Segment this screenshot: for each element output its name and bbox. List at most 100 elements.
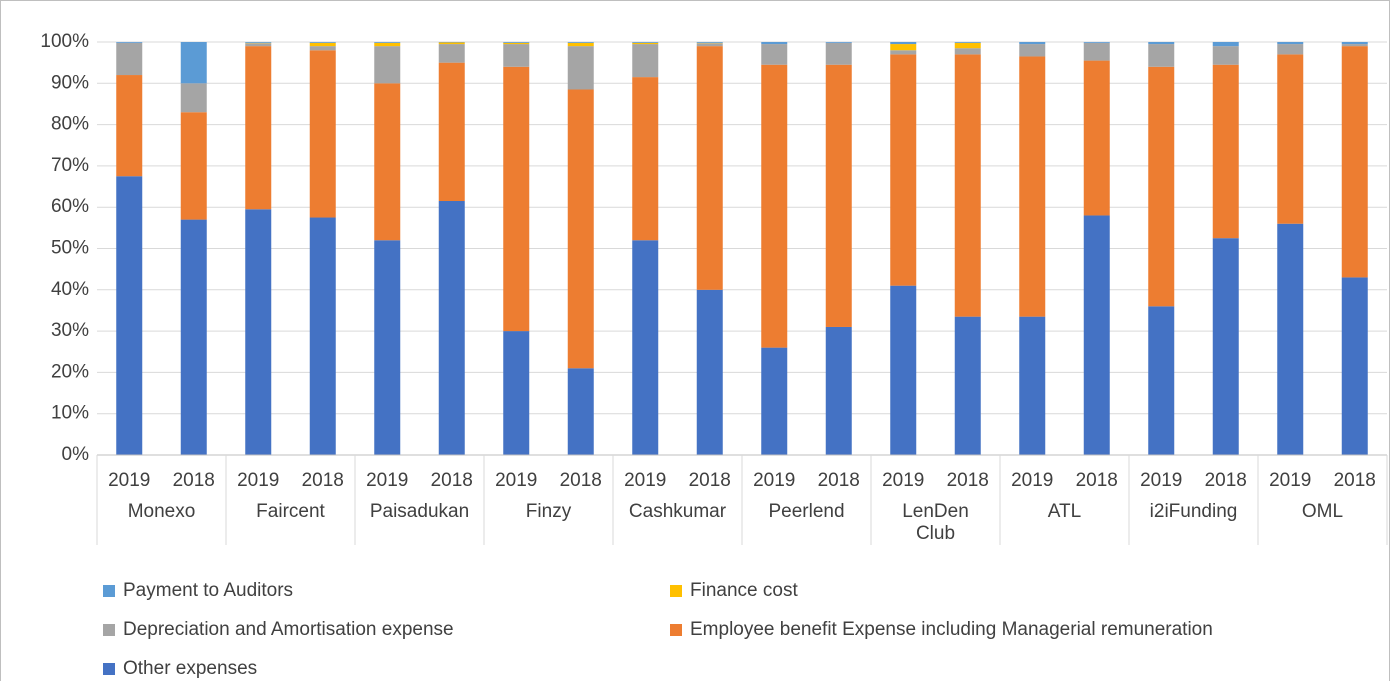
bar-segment bbox=[1341, 277, 1368, 455]
bar-segment bbox=[890, 285, 917, 455]
x-tick-label: 2018 bbox=[818, 470, 860, 491]
bar-segment bbox=[890, 42, 917, 45]
legend-label: Employee benefit Expense including Manag… bbox=[690, 619, 1213, 640]
bar-segment bbox=[761, 42, 788, 45]
y-tick-label: 50% bbox=[51, 238, 89, 259]
legend-label: Payment to Auditors bbox=[123, 580, 293, 601]
bar-segment bbox=[954, 42, 981, 49]
x-tick-label: 2018 bbox=[431, 470, 473, 491]
bar-segment bbox=[1019, 56, 1046, 317]
x-tick-label: 2018 bbox=[1205, 470, 1247, 491]
bar-segment bbox=[1341, 44, 1368, 47]
bar-segment bbox=[503, 42, 530, 45]
bar-segment bbox=[696, 46, 723, 290]
bar-segment bbox=[632, 77, 659, 241]
x-tick-label: 2019 bbox=[882, 470, 924, 491]
legend-swatch bbox=[103, 663, 115, 675]
bar-segment bbox=[374, 42, 401, 43]
bar-segment bbox=[696, 289, 723, 455]
bar-segment bbox=[1277, 42, 1304, 45]
bar-segment bbox=[180, 83, 207, 113]
bar-segment bbox=[245, 43, 272, 47]
bar-segment bbox=[890, 50, 917, 55]
bar-segment bbox=[825, 64, 852, 327]
bar-segment bbox=[180, 219, 207, 455]
bar-segment bbox=[567, 42, 594, 47]
bar-segment bbox=[632, 42, 659, 43]
group-label: Peerlend bbox=[768, 501, 844, 522]
group-label: Faircent bbox=[256, 501, 325, 522]
bar-segment bbox=[1212, 42, 1239, 47]
y-tick-label: 70% bbox=[51, 155, 89, 176]
bar-segment bbox=[825, 326, 852, 455]
bar-segment bbox=[567, 42, 594, 43]
bar-segment bbox=[567, 46, 594, 90]
y-tick-label: 40% bbox=[51, 279, 89, 300]
bar-segment bbox=[180, 112, 207, 220]
legend-label: Other expenses bbox=[123, 658, 257, 679]
bar-segment bbox=[438, 42, 465, 45]
bar-segment bbox=[309, 42, 336, 43]
y-tick-label: 0% bbox=[62, 444, 90, 465]
bar-segment bbox=[567, 89, 594, 369]
bar-segment bbox=[1277, 54, 1304, 224]
bar-segment bbox=[309, 46, 336, 51]
bar-segment bbox=[825, 42, 852, 43]
bar-segment bbox=[761, 44, 788, 65]
bar-segment bbox=[696, 43, 723, 47]
legend-swatch bbox=[103, 585, 115, 597]
bar-segment bbox=[1277, 223, 1304, 455]
bar-segment bbox=[890, 44, 917, 51]
bar-segment bbox=[632, 42, 659, 45]
bar-segment bbox=[503, 44, 530, 67]
group-label: i2iFunding bbox=[1150, 501, 1238, 522]
x-tick-label: 2018 bbox=[560, 470, 602, 491]
y-tick-label: 100% bbox=[40, 31, 89, 52]
bar-segment bbox=[954, 54, 981, 317]
bar-segment bbox=[761, 64, 788, 348]
bar-segment bbox=[180, 42, 207, 84]
y-tick-label: 80% bbox=[51, 114, 89, 135]
y-tick-label: 10% bbox=[51, 403, 89, 424]
group-label: Paisadukan bbox=[370, 501, 469, 522]
x-tick-label: 2018 bbox=[1076, 470, 1118, 491]
x-tick-label: 2019 bbox=[1269, 470, 1311, 491]
x-tick-label: 2018 bbox=[689, 470, 731, 491]
bar-segment bbox=[1277, 44, 1304, 55]
bar-segment bbox=[1019, 316, 1046, 455]
legend-swatch bbox=[670, 585, 682, 597]
bar-segment bbox=[1083, 215, 1110, 455]
bar-segment bbox=[761, 347, 788, 455]
bar-segment bbox=[954, 42, 981, 43]
group-label: LenDen Club bbox=[902, 501, 969, 544]
bar-segment bbox=[1019, 44, 1046, 57]
y-tick-label: 20% bbox=[51, 361, 89, 382]
x-tick-label: 2019 bbox=[624, 470, 666, 491]
bar-segment bbox=[438, 201, 465, 455]
x-tick-label: 2019 bbox=[1011, 470, 1053, 491]
bar-segment bbox=[1083, 60, 1110, 216]
bar-segment bbox=[245, 46, 272, 210]
bar-segment bbox=[1212, 64, 1239, 239]
bar-segment bbox=[1019, 42, 1046, 45]
bar-segment bbox=[116, 42, 143, 43]
bar-segment bbox=[825, 42, 852, 65]
bar-segment bbox=[890, 54, 917, 286]
bar-segment bbox=[503, 331, 530, 455]
y-tick-label: 60% bbox=[51, 196, 89, 217]
y-tick-label: 30% bbox=[51, 320, 89, 341]
bar-segment bbox=[1341, 42, 1368, 45]
bar-segment bbox=[954, 316, 981, 455]
bar-segment bbox=[374, 83, 401, 241]
bar-segment bbox=[438, 44, 465, 63]
x-tick-label: 2018 bbox=[302, 470, 344, 491]
y-tick-label: 90% bbox=[51, 72, 89, 93]
group-label: Finzy bbox=[526, 501, 572, 522]
bar-segment bbox=[374, 46, 401, 84]
bar-segment bbox=[374, 42, 401, 47]
bar-segment bbox=[309, 42, 336, 47]
bar-segment bbox=[245, 42, 272, 43]
bar-segment bbox=[245, 209, 272, 455]
